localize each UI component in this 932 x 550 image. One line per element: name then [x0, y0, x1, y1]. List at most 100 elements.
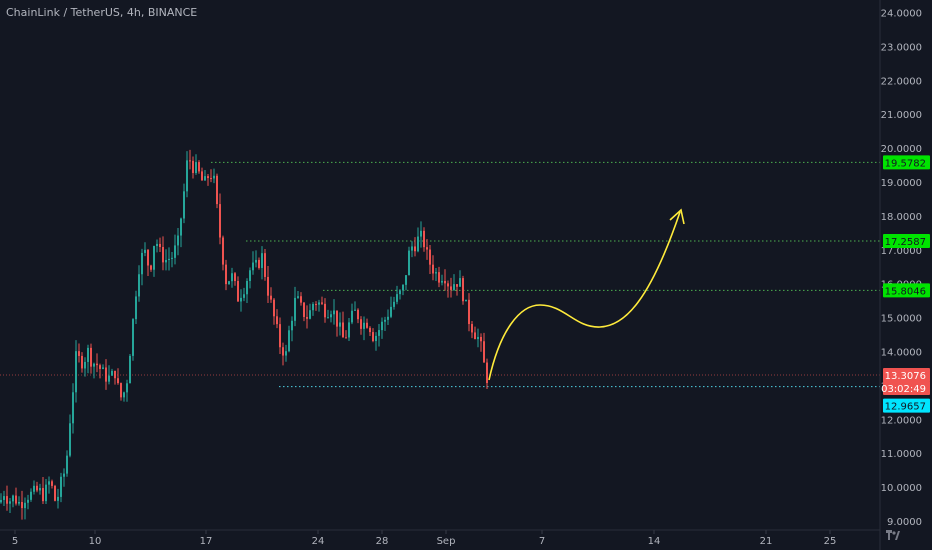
candle-body	[147, 249, 149, 266]
candle-body	[189, 160, 191, 162]
candle-body	[231, 273, 233, 282]
candle-body	[60, 476, 62, 497]
price-tick-label: 20.0000	[881, 144, 922, 155]
candle-body	[378, 330, 380, 336]
candle-body	[198, 162, 200, 172]
candle-body	[294, 297, 296, 321]
candle-body	[201, 171, 203, 181]
time-tick-label: 5	[12, 536, 18, 547]
candle-body	[477, 336, 479, 340]
candlestick-series	[0, 149, 488, 520]
candle-body	[78, 351, 80, 356]
candle-body	[315, 304, 317, 306]
candle-body	[102, 367, 104, 369]
projection-curve[interactable]	[488, 211, 681, 381]
candle-body	[252, 262, 254, 271]
candle-body	[159, 243, 161, 247]
candle-body	[429, 249, 431, 265]
candle-body	[249, 270, 251, 281]
candle-body	[420, 230, 422, 237]
candle-body	[276, 316, 278, 325]
time-axis: 5 10 17 24 28 Sep 7 14 21 25	[12, 530, 837, 547]
candle-body	[162, 246, 164, 263]
candle-body	[351, 310, 353, 323]
candle-body	[99, 365, 101, 369]
candle-body	[54, 485, 56, 501]
candle-body	[300, 296, 302, 303]
time-tick-label: Sep	[437, 536, 456, 547]
candle-body	[129, 355, 131, 384]
price-tick-label: 9.0000	[887, 517, 922, 528]
candle-body	[36, 485, 38, 491]
candle-body	[144, 249, 146, 253]
candle-body	[435, 272, 437, 274]
time-tick-label: 24	[312, 536, 325, 547]
candle-body	[285, 351, 287, 356]
candle-body	[75, 351, 77, 393]
projection-arrow	[488, 208, 685, 381]
candle-body	[453, 284, 455, 290]
candle-body	[15, 495, 17, 504]
candle-body	[390, 306, 392, 317]
price-badge-text: 13.3076	[885, 371, 926, 382]
price-badge-text: 15.8046	[885, 286, 926, 297]
candle-body	[90, 347, 92, 367]
price-tick-label: 14.0000	[881, 348, 922, 359]
candle-body	[279, 324, 281, 348]
candle-body	[27, 499, 29, 503]
candle-body	[261, 253, 263, 268]
candle-body	[342, 322, 344, 338]
price-badge-bg	[883, 234, 930, 249]
price-badge-text: 03:02:49	[881, 384, 926, 395]
candle-body	[303, 302, 305, 317]
candle-body	[267, 276, 269, 296]
price-badge-text: 12.9657	[885, 402, 926, 413]
candle-body	[366, 322, 368, 328]
candle-body	[150, 265, 152, 270]
candle-body	[9, 501, 11, 504]
candle-body	[357, 309, 359, 320]
candle-body	[114, 370, 116, 379]
candle-body	[117, 378, 119, 384]
price-badge-level-15: 15.8046	[883, 283, 930, 298]
candle-body	[138, 274, 140, 297]
price-tick-label: 23.0000	[881, 42, 922, 53]
candle-body	[393, 301, 395, 307]
candle-body	[426, 247, 428, 250]
candle-body	[45, 484, 47, 502]
candle-body	[339, 322, 341, 327]
candle-body	[387, 316, 389, 320]
candle-body	[135, 296, 137, 320]
candle-body	[360, 319, 362, 329]
candle-body	[33, 485, 35, 492]
candle-body	[153, 246, 155, 270]
price-tick-label: 10.0000	[881, 483, 922, 494]
price-tick-label: 17.0000	[881, 246, 922, 257]
candle-body	[288, 330, 290, 352]
price-badge-countdown: 03:02:49	[881, 380, 930, 395]
candle-body	[57, 496, 59, 501]
candle-body	[264, 253, 266, 277]
candle-body	[402, 284, 404, 291]
candle-body	[444, 280, 446, 284]
price-badge-last-price: 13.3076	[883, 367, 930, 382]
candle-body	[240, 297, 242, 302]
price-badge-text: 19.5782	[885, 158, 926, 169]
time-tick-label: 25	[824, 536, 837, 547]
candle-body	[228, 281, 230, 285]
price-badge-level-19: 19.5782	[883, 155, 930, 170]
candle-body	[291, 320, 293, 331]
time-tick-label: 10	[89, 536, 102, 547]
candle-body	[111, 370, 113, 376]
candle-body	[381, 321, 383, 331]
candle-body	[309, 310, 311, 319]
chart-title: ChainLink / TetherUS, 4h, BINANCE	[6, 6, 198, 19]
candle-body	[207, 176, 209, 179]
price-axis: 24.0000 23.0000 22.0000 21.0000 20.0000 19.00…	[881, 9, 922, 529]
candle-body	[186, 160, 188, 192]
candle-body	[483, 341, 485, 363]
candle-body	[3, 496, 5, 500]
candle-body	[405, 275, 407, 285]
candle-body	[24, 502, 26, 509]
